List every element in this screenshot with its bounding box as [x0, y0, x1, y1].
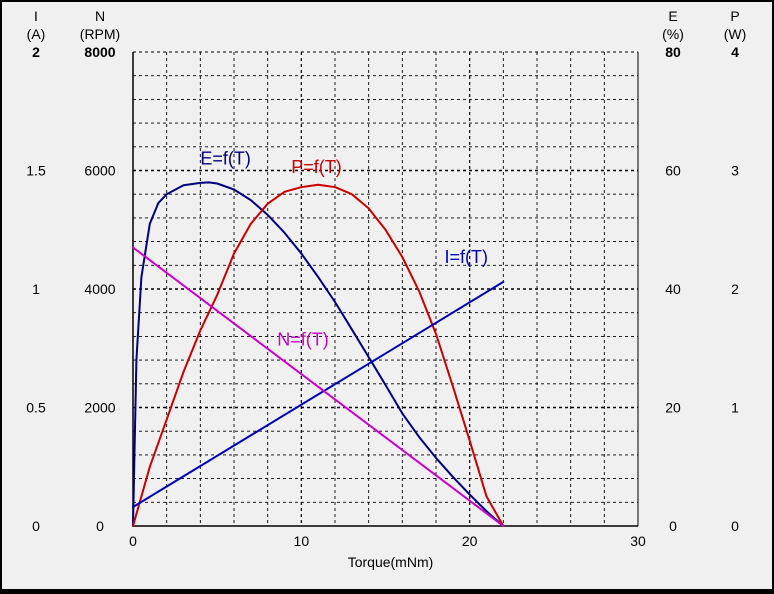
axis-e-unit: (%)	[662, 26, 684, 42]
x-tick-label: 20	[462, 533, 478, 549]
series-line-n	[132, 246, 505, 527]
axis-i-tick-label: 1.5	[26, 163, 46, 179]
x-axis-title: Torque(mNm)	[348, 554, 434, 570]
axis-i-tick-label: 0.5	[26, 400, 46, 416]
plot-border	[132, 51, 639, 527]
annotation-i: I=f(T)	[445, 247, 489, 267]
axis-e-tick-label: 0	[669, 518, 677, 534]
x-tick-label: 0	[129, 533, 137, 549]
grid	[133, 52, 638, 526]
axis-e-name: E	[668, 8, 677, 24]
x-tick-label: 30	[630, 533, 646, 549]
axis-p-tick-label: 2	[731, 281, 739, 297]
axis-n-tick-label: 0	[96, 518, 104, 534]
axis-i-tick-label: 1	[32, 281, 40, 297]
axis-e-tick-label: 40	[665, 281, 681, 297]
axis-n-tick-label: 6000	[84, 163, 115, 179]
curve-annotations: E=f(T) P=f(T) I=f(T) N=f(T)	[200, 149, 488, 350]
axis-n-name: N	[95, 8, 105, 24]
series-line-e	[132, 181, 505, 527]
axis-n-top-label: 8000	[84, 44, 115, 60]
axis-e-tick-label: 60	[665, 163, 681, 179]
axis-n-unit: (RPM)	[80, 26, 120, 42]
axis-i-unit: (A)	[27, 26, 46, 42]
series-line-p	[132, 183, 505, 527]
series-line-i	[132, 280, 505, 508]
x-tick-label: 10	[294, 533, 310, 549]
axis-e-tick-label: 20	[665, 400, 681, 416]
annotation-p: P=f(T)	[291, 157, 342, 177]
axis-p-unit: (W)	[724, 26, 747, 42]
axis-p-tick-label: 3	[731, 163, 739, 179]
axis-p-top-label: 4	[731, 44, 739, 60]
axis-i-name: I	[34, 8, 38, 24]
axis-p-name: P	[730, 8, 739, 24]
series-layer	[132, 181, 505, 527]
axis-p-tick-label: 1	[731, 400, 739, 416]
annotation-e: E=f(T)	[200, 149, 251, 169]
axis-n-tick-label: 2000	[84, 400, 115, 416]
axis-p-tick-label: 0	[731, 518, 739, 534]
axis-labels: I(A)200.511.5N(RPM)80000200040006000E(%)…	[26, 8, 746, 570]
axis-i-top-label: 2	[32, 44, 40, 60]
annotation-n: N=f(T)	[277, 329, 329, 349]
axis-e-top-label: 80	[665, 44, 681, 60]
axis-n-tick-label: 4000	[84, 281, 115, 297]
axis-i-tick-label: 0	[32, 518, 40, 534]
